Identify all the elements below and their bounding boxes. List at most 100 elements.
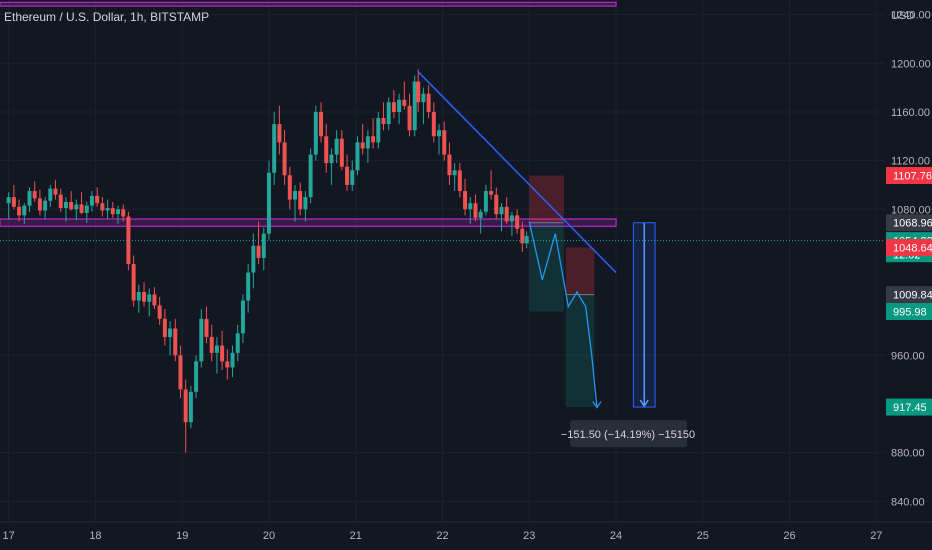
candle-body-43 (230, 352, 235, 368)
candle-body-71 (376, 118, 381, 143)
candle-body-7 (43, 200, 48, 211)
price-tag-5 (886, 303, 932, 321)
candle-body-92 (483, 191, 488, 212)
candle-body-30 (162, 318, 167, 338)
candle-body-13 (74, 204, 79, 210)
candle-body-85 (447, 154, 452, 176)
candle-body-42 (225, 361, 230, 368)
candle-body-9 (53, 188, 58, 195)
time-tick-25: 25 (697, 530, 709, 542)
short-position-1-reward (529, 222, 564, 312)
chart-title: Ethereum / U.S. Dollar, 1h, BITSTAMP (4, 10, 209, 24)
price-tag-label-6: 917.45 (893, 402, 927, 414)
candle-body-39 (209, 337, 214, 353)
time-tick-19: 19 (176, 530, 188, 542)
candle-body-83 (437, 130, 442, 137)
candle-body-67 (355, 142, 360, 171)
candle-body-79 (416, 81, 421, 103)
candle-body-52 (277, 124, 282, 143)
candle-body-75 (397, 99, 402, 112)
short-position-2-risk (565, 247, 595, 295)
candle-body-46 (246, 272, 251, 301)
candle-body-70 (371, 136, 376, 143)
candle-body-22 (121, 209, 126, 217)
candle-body-57 (303, 197, 308, 210)
candle-body-53 (282, 142, 287, 176)
candle-body-31 (168, 328, 173, 338)
candle-body-91 (478, 211, 483, 218)
price-tick-1120.00: 1120.00 (891, 156, 930, 168)
price-tick-880.00: 880.00 (891, 448, 925, 460)
candle-body-17 (95, 195, 100, 204)
time-tick-24: 24 (610, 530, 622, 542)
candle-body-54 (287, 175, 292, 200)
candle-body-33 (178, 355, 183, 390)
candle-body-78 (412, 81, 417, 131)
candle-body-35 (188, 391, 193, 423)
price-tick-1240.00: 1240.00 (891, 10, 931, 22)
measure-arrow-head (639, 399, 649, 408)
candle-body-77 (407, 105, 412, 131)
candle-body-72 (381, 118, 386, 125)
candle-body-2 (17, 206, 22, 216)
time-tick-26: 26 (783, 530, 795, 542)
candle-body-59 (313, 111, 318, 155)
candle-body-100 (524, 236, 529, 244)
candle-body-1 (11, 197, 16, 207)
candle-body-23 (126, 216, 131, 265)
drawings (0, 71, 885, 409)
candle-body-36 (194, 361, 199, 392)
candle-body-90 (473, 203, 478, 218)
candle-body-82 (431, 111, 436, 137)
candle-body-98 (515, 215, 520, 229)
zones (0, 1, 617, 228)
candle-body-44 (235, 333, 240, 353)
candle-body-60 (319, 111, 324, 137)
candle-body-93 (489, 191, 494, 195)
candle-body-76 (402, 99, 407, 106)
candle-body-11 (63, 201, 68, 209)
candle-body-41 (220, 345, 225, 362)
candle-body-4 (27, 191, 32, 206)
candle-body-0 (6, 197, 11, 204)
candle-body-80 (421, 93, 426, 103)
candle-body-61 (324, 136, 329, 164)
candle-body-95 (499, 206, 504, 215)
price-tag-0 (886, 167, 932, 185)
top-zone (0, 1, 617, 7)
candle-body-40 (214, 345, 219, 353)
candle-body-99 (520, 228, 525, 244)
candle-body-24 (131, 264, 136, 301)
price-tag-1 (886, 214, 932, 232)
price-tag-label-4: 1009.84 (893, 290, 932, 302)
candle-body-81 (426, 93, 431, 112)
candle-body-84 (442, 130, 447, 155)
price-tag-6 (886, 398, 932, 416)
measure-label-text: −151.50 (−14.19%) −15150 (561, 429, 695, 441)
candle-body-69 (365, 136, 370, 149)
candle-body-55 (293, 191, 297, 200)
candle-body-21 (116, 209, 120, 215)
candle-body-48 (256, 245, 261, 258)
price-tag-label-5: 995.98 (893, 307, 927, 319)
projection-arrow-head (592, 401, 602, 409)
time-tick-22: 22 (436, 530, 448, 542)
time-tick-18: 18 (89, 530, 101, 542)
price-axis[interactable]: 1240.00 1200.00 1160.00 1120.00 1080.00 960.0… (886, 10, 932, 509)
time-axis[interactable]: 17 18 19 20 21 22 23 24 25 26 27 (0, 521, 932, 542)
price-tag-3 (886, 238, 932, 256)
candle-body-94 (494, 194, 499, 215)
price-tick-960.00: 960.00 (891, 350, 925, 362)
candle-body-15 (84, 205, 89, 213)
candle-body-96 (504, 206, 509, 222)
candle-body-87 (457, 170, 462, 192)
candle-body-28 (152, 294, 157, 306)
price-tag-label-3: 1048.64 (893, 242, 932, 254)
candle-body-10 (58, 194, 63, 209)
candles (6, 69, 529, 453)
candle-body-65 (345, 166, 350, 185)
candle-body-29 (157, 305, 162, 319)
candle-body-38 (204, 318, 209, 338)
candle-body-16 (89, 195, 94, 206)
